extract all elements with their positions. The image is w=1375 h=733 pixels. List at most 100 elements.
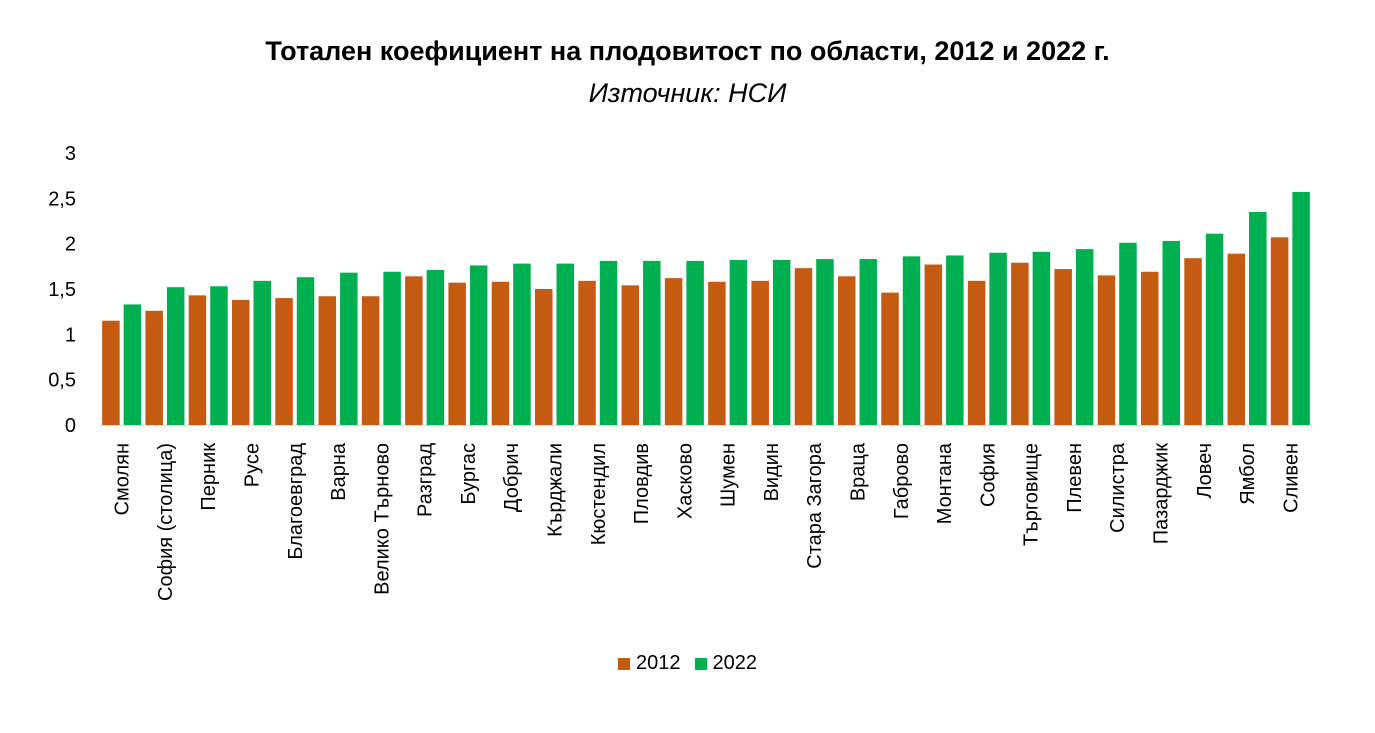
bar-2022-6 <box>383 271 401 425</box>
bar-2012-26 <box>1227 253 1246 425</box>
bar-2012-25 <box>1184 258 1202 425</box>
chart-subtitle: Източник: НСИ <box>588 78 787 108</box>
bar-2022-23 <box>1119 242 1137 425</box>
x-tick-label: Стара Загора <box>804 442 826 569</box>
legend-swatch <box>694 657 707 670</box>
y-axis-ticks: 0 0,5 1 1,5 2 2,5 3 <box>48 143 76 437</box>
x-tick-label: Сливен <box>1280 443 1302 513</box>
x-tick-label: Хасково <box>674 443 696 519</box>
bars <box>102 191 1310 425</box>
bar-2022-4 <box>296 277 315 425</box>
x-tick-label: Разград <box>415 443 437 517</box>
y-tick-label: 2,5 <box>48 188 76 210</box>
bar-2022-16 <box>816 259 834 425</box>
bar-2012-9 <box>491 281 510 425</box>
x-tick-label: Кърджали <box>545 443 567 537</box>
bar-2012-2 <box>188 295 207 425</box>
bar-2012-24 <box>1141 271 1159 425</box>
x-tick-label: Плевен <box>1064 443 1086 513</box>
legend: 2012 2022 <box>0 652 1375 675</box>
x-tick-label: Смолян <box>112 443 134 515</box>
x-tick-label: Бургас <box>458 443 480 505</box>
legend-swatch <box>618 657 630 670</box>
legend-item-2012: 2012 <box>618 652 681 675</box>
bar-2012-5 <box>318 296 337 425</box>
x-tick-label: Ямбол <box>1237 443 1259 505</box>
chart-title: Тотален коефициент на плодовитост по обл… <box>265 36 1110 66</box>
legend-item-2022: 2022 <box>694 652 758 675</box>
y-tick-label: 1 <box>65 324 76 346</box>
legend-label: 2012 <box>636 652 681 674</box>
bar-2012-3 <box>232 299 250 425</box>
bar-2012-16 <box>794 268 813 425</box>
bar-2022-0 <box>123 304 142 425</box>
x-tick-label: София (столица) <box>155 443 177 601</box>
x-tick-label: Шумен <box>718 443 740 507</box>
bar-2022-8 <box>469 265 488 425</box>
bar-2022-1 <box>166 287 185 425</box>
bar-2012-20 <box>967 280 986 425</box>
bar-2012-23 <box>1097 275 1116 425</box>
bar-2022-3 <box>253 280 271 425</box>
y-tick-label: 2 <box>65 234 76 256</box>
x-tick-label: Габрово <box>891 443 913 519</box>
bar-2012-14 <box>708 281 726 425</box>
x-tick-label: Велико Търново <box>371 443 393 595</box>
bar-2022-2 <box>210 286 228 425</box>
bar-2012-19 <box>924 264 943 425</box>
bar-2012-27 <box>1270 237 1289 425</box>
bar-2012-10 <box>535 289 553 425</box>
x-tick-label: Силистра <box>1107 442 1129 533</box>
bar-2012-12 <box>621 285 640 425</box>
x-tick-label: Монтана <box>934 442 956 524</box>
bar-2022-21 <box>1032 251 1051 425</box>
legend-label: 2022 <box>712 652 758 674</box>
bar-2022-14 <box>729 259 748 425</box>
bar-2022-27 <box>1292 191 1310 425</box>
bar-2022-13 <box>686 260 704 425</box>
bar-2022-26 <box>1249 211 1267 425</box>
bar-2012-4 <box>275 298 293 425</box>
bar-2012-6 <box>361 296 380 425</box>
x-axis-labels: Смолян София (столица) Перник Русе Благоевгр… <box>112 442 1303 601</box>
x-tick-label: Перник <box>198 443 220 511</box>
y-tick-label: 1,5 <box>48 279 76 301</box>
bar-2012-1 <box>145 310 163 425</box>
y-tick-label: 0,5 <box>48 370 76 392</box>
y-tick-label: 3 <box>65 143 76 165</box>
bar-2012-21 <box>1011 262 1029 425</box>
bar-2012-0 <box>102 320 120 425</box>
bar-2022-15 <box>772 259 791 425</box>
x-tick-label: Ловеч <box>1194 443 1216 499</box>
bar-2022-20 <box>989 252 1007 425</box>
bar-2022-25 <box>1205 233 1224 425</box>
bar-2012-18 <box>881 292 899 425</box>
bar-2012-22 <box>1054 269 1072 425</box>
bar-2022-11 <box>599 260 618 425</box>
bar-2022-10 <box>556 263 574 425</box>
x-tick-label: Търговище <box>1021 443 1043 546</box>
x-tick-label: Видин <box>761 443 783 501</box>
x-tick-label: Русе <box>242 443 264 487</box>
x-tick-label: Враца <box>848 442 870 501</box>
x-tick-label: Пазарджик <box>1151 443 1173 544</box>
bar-2012-13 <box>664 278 683 425</box>
y-tick-label: 0 <box>65 415 76 437</box>
bar-2012-11 <box>578 280 596 425</box>
bar-2022-22 <box>1075 249 1094 425</box>
x-tick-label: Кюстендил <box>588 443 610 545</box>
x-tick-label: София <box>977 443 999 507</box>
bar-2022-5 <box>340 272 358 425</box>
bar-2012-7 <box>405 276 423 425</box>
x-tick-label: Благоевград <box>285 443 307 560</box>
bar-2012-15 <box>751 280 769 425</box>
bar-2022-24 <box>1162 240 1180 425</box>
bar-2022-17 <box>859 259 877 425</box>
bar-2012-8 <box>448 282 466 425</box>
bar-2022-9 <box>513 263 531 425</box>
bar-2022-12 <box>643 260 661 425</box>
x-tick-label: Пловдив <box>631 443 653 524</box>
bar-2022-19 <box>946 255 964 425</box>
bar-2022-18 <box>902 256 921 425</box>
